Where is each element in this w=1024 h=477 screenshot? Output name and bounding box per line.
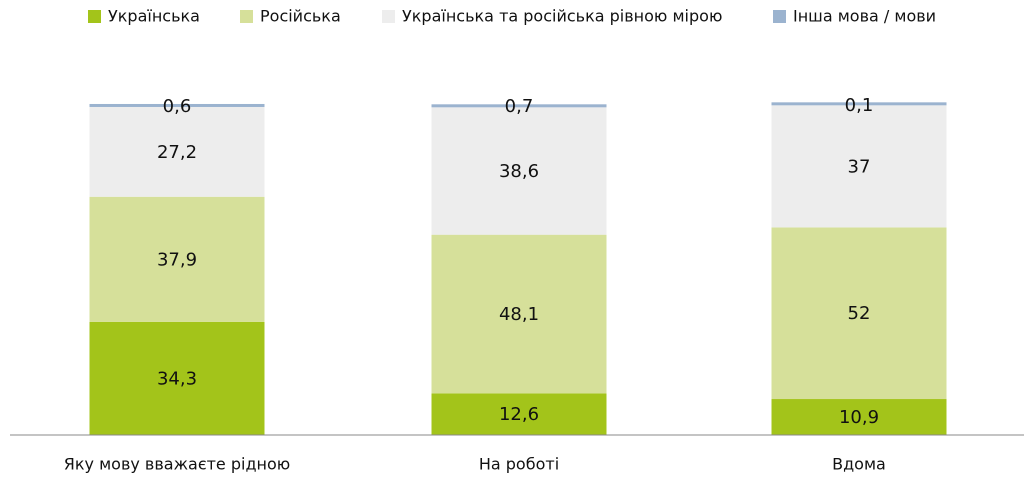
value-label: 0,1 xyxy=(845,95,874,116)
value-label: 27,2 xyxy=(157,142,197,163)
legend-swatch xyxy=(773,10,786,23)
legend-swatch xyxy=(382,10,395,23)
x-tick-label: Яку мову вважаєте рідною xyxy=(64,455,290,474)
value-label: 34,3 xyxy=(157,368,197,389)
bar-segment xyxy=(431,393,607,435)
value-label: 37,9 xyxy=(157,249,197,270)
value-label: 12,6 xyxy=(499,404,539,425)
value-label: 10,9 xyxy=(839,407,879,428)
bar-segment xyxy=(431,234,607,394)
value-label: 37 xyxy=(848,156,871,177)
x-tick-label: На роботі xyxy=(479,455,559,474)
legend-label: Українська xyxy=(108,7,200,26)
legend-label: Українська та російська рівною мірою xyxy=(402,7,722,26)
legend-label: Російська xyxy=(260,7,341,26)
bar-segment xyxy=(431,104,607,108)
bar-segment xyxy=(771,105,947,228)
bar-segment xyxy=(89,321,265,435)
legend-swatch xyxy=(240,10,253,23)
value-label: 0,7 xyxy=(505,96,534,117)
value-label: 48,1 xyxy=(499,304,539,325)
x-tick-label: Вдома xyxy=(832,455,886,474)
value-label: 52 xyxy=(848,303,871,324)
bar-segment xyxy=(431,107,607,235)
bar-segment xyxy=(89,103,265,107)
legend-swatch xyxy=(88,10,101,23)
bar-segment xyxy=(771,399,947,435)
bar-segment xyxy=(771,102,947,106)
legend-label: Інша мова / мови xyxy=(793,7,936,26)
bar-segment xyxy=(89,106,265,197)
bar-segment xyxy=(771,227,947,400)
bar-segment xyxy=(89,196,265,322)
value-label: 0,6 xyxy=(163,96,192,117)
value-label: 38,6 xyxy=(499,161,539,182)
